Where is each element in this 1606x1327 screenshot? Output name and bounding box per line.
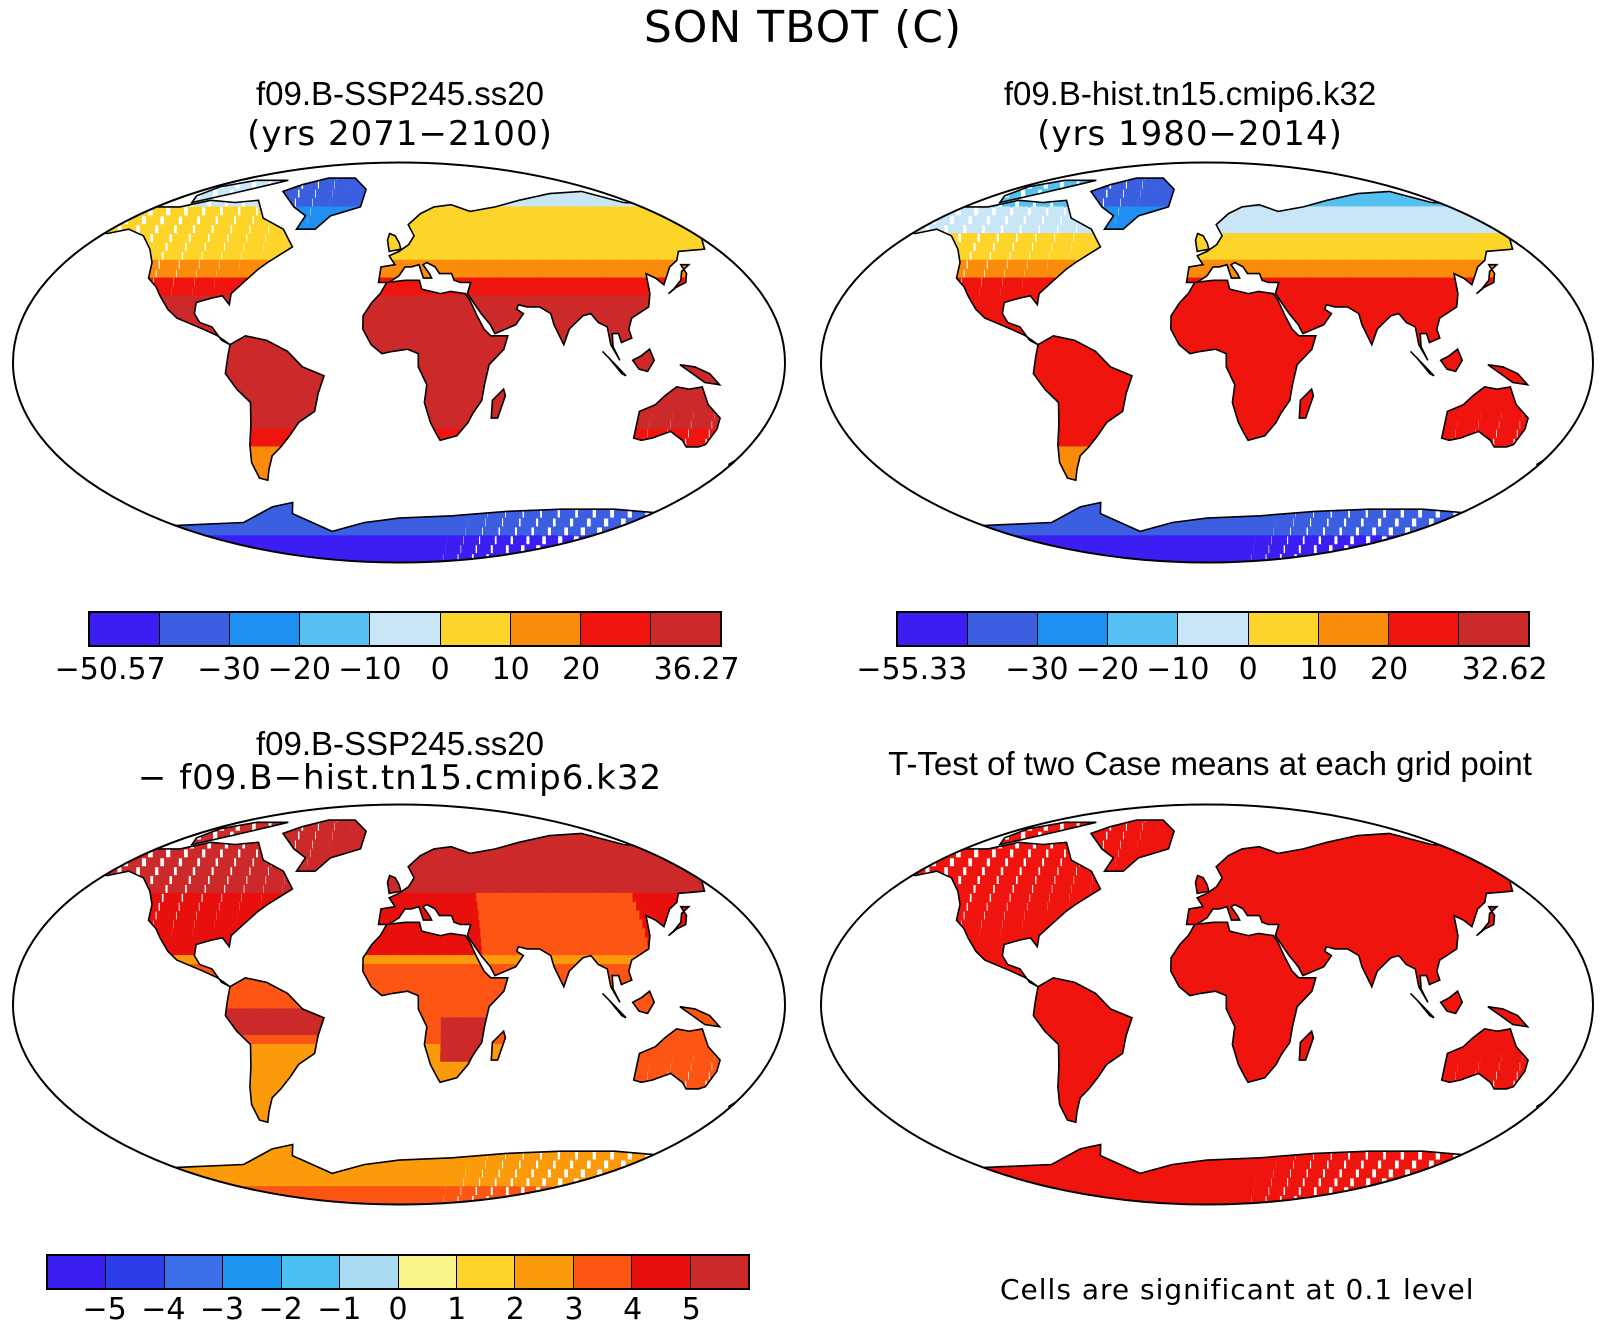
map-panel-difference bbox=[4, 802, 794, 1207]
colorbar-swatch bbox=[581, 613, 651, 645]
colorbar-swatch bbox=[1459, 613, 1528, 645]
coastline bbox=[669, 907, 689, 936]
colorbar-tick-label: 0 bbox=[388, 1292, 407, 1327]
colorbar-swatch bbox=[511, 613, 581, 645]
colorbar-swatch bbox=[651, 613, 720, 645]
colorbar-future bbox=[88, 611, 722, 647]
panel-bl-subtitle: − f09.B−hist.tn15.cmip6.k32 bbox=[60, 758, 740, 798]
colorbar-swatch bbox=[1178, 613, 1248, 645]
colorbar-tick-label: 0 bbox=[431, 652, 450, 687]
colorbar-swatch bbox=[632, 1256, 690, 1288]
panel-bl-title: f09.B-SSP245.ss20 bbox=[100, 726, 700, 762]
significance-footnote: Cells are significant at 0.1 level bbox=[1000, 1273, 1475, 1306]
colorbar-tick-label: −55.33 bbox=[856, 652, 967, 687]
colorbar-tick-label: 1 bbox=[447, 1292, 466, 1327]
colorbar-tick-label: 20 bbox=[562, 652, 600, 687]
panel-tl-subtitle: (yrs 2071−2100) bbox=[150, 114, 650, 154]
colorbar-swatch bbox=[106, 1256, 164, 1288]
colorbar-tick-label: −5 bbox=[83, 1292, 127, 1327]
colorbar-swatch bbox=[1249, 613, 1319, 645]
colorbar-swatch bbox=[515, 1256, 573, 1288]
colorbar-historical bbox=[896, 611, 1530, 647]
colorbar-difference-labels: −5 −4 −3 −2 −1 0 1 2 3 4 5 bbox=[46, 1292, 750, 1326]
coastline bbox=[603, 993, 627, 1017]
colorbar-tick-label: 4 bbox=[623, 1292, 642, 1327]
colorbar-tick-label: 20 bbox=[1370, 652, 1408, 687]
coastline bbox=[1411, 993, 1435, 1017]
coastline bbox=[1000, 180, 1096, 202]
colorbar-tick-label: 0 bbox=[1239, 652, 1258, 687]
coastline bbox=[669, 265, 689, 294]
colorbar-swatch bbox=[370, 613, 440, 645]
colorbar-swatch bbox=[441, 613, 511, 645]
colorbar-tick-label: −10 bbox=[1146, 652, 1209, 687]
panel-tl-title: f09.B-SSP245.ss20 bbox=[150, 76, 650, 112]
colorbar-difference bbox=[46, 1254, 750, 1290]
colorbar-tick-label: −3 bbox=[200, 1292, 244, 1327]
colorbar-swatch bbox=[230, 613, 300, 645]
coastline bbox=[1477, 265, 1497, 294]
colorbar-swatch bbox=[1108, 613, 1178, 645]
colorbar-tick-label: 32.62 bbox=[1462, 652, 1548, 687]
colorbar-swatch bbox=[898, 613, 968, 645]
colorbar-tick-label: −20 bbox=[268, 652, 331, 687]
colorbar-swatch bbox=[574, 1256, 632, 1288]
colorbar-swatch bbox=[968, 613, 1038, 645]
colorbar-swatch bbox=[1319, 613, 1389, 645]
colorbar-tick-label: −2 bbox=[259, 1292, 303, 1327]
coastline bbox=[192, 180, 288, 202]
colorbar-tick-label: −30 bbox=[197, 652, 260, 687]
panel-br-title: T-Test of two Case means at each grid po… bbox=[820, 746, 1600, 782]
colorbar-swatch bbox=[223, 1256, 281, 1288]
panel-tr-subtitle: (yrs 1980−2014) bbox=[940, 114, 1440, 154]
coastline bbox=[1411, 351, 1435, 375]
colorbar-swatch bbox=[90, 613, 160, 645]
colorbar-tick-label: −20 bbox=[1076, 652, 1139, 687]
colorbar-tick-label: 2 bbox=[506, 1292, 525, 1327]
colorbar-swatch bbox=[165, 1256, 223, 1288]
colorbar-tick-label: −30 bbox=[1005, 652, 1068, 687]
colorbar-tick-label: 10 bbox=[1300, 652, 1338, 687]
colorbar-tick-label: 10 bbox=[492, 652, 530, 687]
figure-title: SON TBOT (C) bbox=[0, 2, 1606, 53]
colorbar-swatch bbox=[399, 1256, 457, 1288]
colorbar-tick-label: 3 bbox=[564, 1292, 583, 1327]
map-panel-historical bbox=[812, 160, 1602, 565]
map-panel-ttest bbox=[812, 802, 1602, 1207]
colorbar-swatch bbox=[691, 1256, 748, 1288]
map-panel-future bbox=[4, 160, 794, 565]
colorbar-tick-label: −1 bbox=[317, 1292, 361, 1327]
colorbar-tick-label: −10 bbox=[338, 652, 401, 687]
coastline bbox=[192, 822, 288, 844]
colorbar-swatch bbox=[282, 1256, 340, 1288]
colorbar-tick-label: −50.57 bbox=[55, 652, 166, 687]
colorbar-swatch bbox=[340, 1256, 398, 1288]
colorbar-tick-label: 36.27 bbox=[654, 652, 740, 687]
colorbar-swatch bbox=[48, 1256, 106, 1288]
coastline bbox=[1000, 822, 1096, 844]
coastline bbox=[603, 351, 627, 375]
colorbar-tick-label: −4 bbox=[141, 1292, 185, 1327]
colorbar-swatch bbox=[1389, 613, 1459, 645]
colorbar-swatch bbox=[300, 613, 370, 645]
panel-tr-title: f09.B-hist.tn15.cmip6.k32 bbox=[940, 76, 1440, 112]
coastline bbox=[1477, 907, 1497, 936]
colorbar-swatch bbox=[457, 1256, 515, 1288]
colorbar-swatch bbox=[1038, 613, 1108, 645]
colorbar-tick-label: 5 bbox=[682, 1292, 701, 1327]
colorbar-swatch bbox=[160, 613, 230, 645]
